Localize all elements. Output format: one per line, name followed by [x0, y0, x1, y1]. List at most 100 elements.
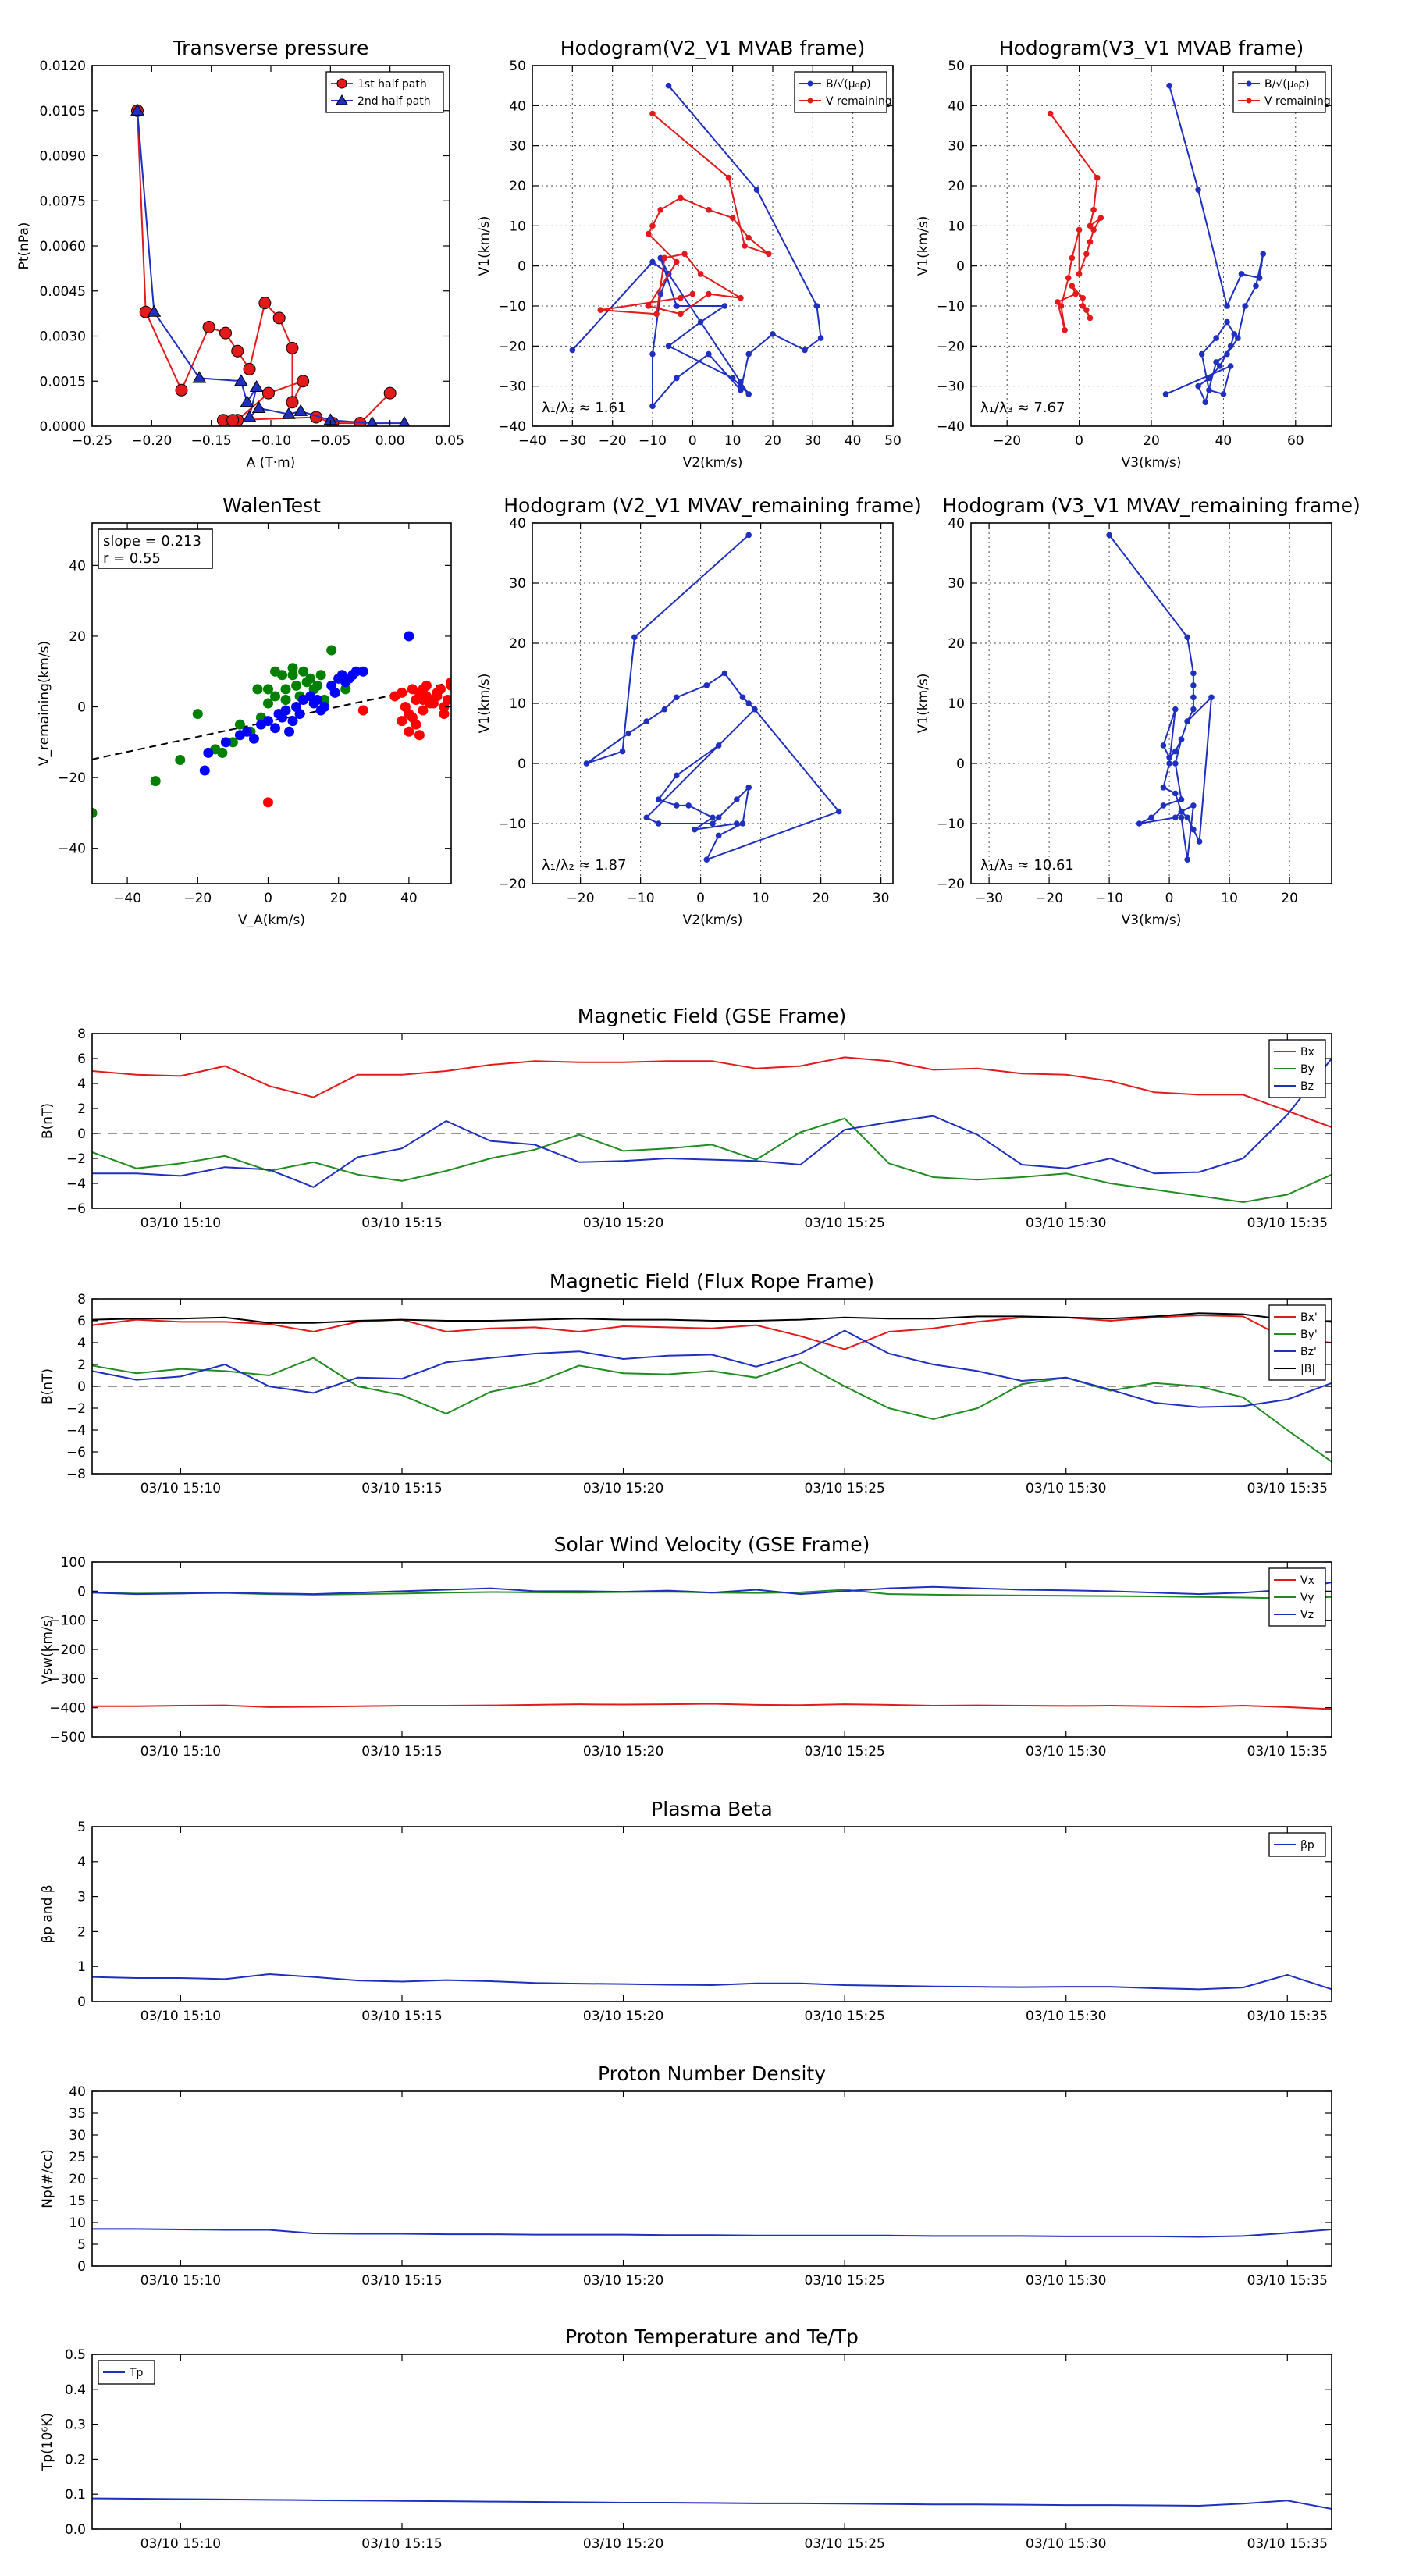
plot-area	[583, 532, 842, 863]
data-point	[233, 374, 248, 386]
data-point	[234, 719, 245, 730]
data-point	[678, 294, 684, 301]
data-point	[1172, 790, 1179, 797]
annotation-text: λ₁/λ₃ ≈ 7.67	[980, 400, 1065, 416]
x-tick-label: 0	[264, 891, 272, 906]
chart-title: WalenTest	[222, 494, 321, 517]
data-point	[287, 716, 298, 727]
data-point	[1087, 315, 1094, 322]
plot-frame	[532, 522, 894, 884]
data-point	[326, 645, 337, 656]
x-tick-label: 03/10 15:25	[804, 2536, 884, 2552]
data-point	[287, 670, 298, 681]
y-tick-label: 0.0015	[40, 374, 86, 390]
data-point	[665, 343, 672, 350]
legend-box	[325, 71, 444, 113]
y-tick-label: 15	[69, 2194, 86, 2209]
data-point	[745, 785, 752, 791]
data-point	[710, 820, 716, 827]
y-axis-label: V1(km/s)	[916, 216, 931, 276]
y-tick-label: 0.4	[65, 2382, 86, 2398]
data-point	[738, 379, 744, 386]
data-point	[631, 634, 638, 641]
y-tick-label: 20	[948, 179, 965, 194]
data-point	[734, 820, 740, 827]
data-point	[689, 290, 696, 297]
data-point	[1253, 283, 1259, 290]
data-point	[366, 416, 379, 426]
data-point	[1080, 294, 1087, 301]
data-point	[1090, 207, 1097, 213]
data-point	[1208, 694, 1215, 701]
y-tick-label: −500	[49, 1730, 86, 1745]
plot-frame	[970, 522, 1332, 884]
annotation-text: r = 0.55	[103, 550, 161, 567]
x-tick-label: 03/10 15:10	[140, 2536, 221, 2552]
data-point	[312, 694, 323, 705]
y-tick-label: 0	[77, 1379, 86, 1395]
legend-label: Bz'	[1300, 1346, 1317, 1358]
data-point	[692, 826, 698, 833]
data-point	[1160, 742, 1167, 749]
data-point	[404, 631, 414, 642]
x-tick-label: −0.20	[131, 433, 172, 449]
data-point	[1190, 694, 1197, 701]
x-tick-label: −0.25	[72, 433, 112, 449]
annotation-box	[98, 528, 213, 569]
legend-label: By	[1300, 1063, 1314, 1076]
data-point	[1069, 254, 1076, 262]
y-tick-label: 10	[948, 696, 965, 712]
x-tick-label: 10	[752, 891, 770, 906]
data-point	[674, 375, 680, 382]
x-tick-label: 03/10 15:15	[361, 2536, 442, 2552]
x-tick-label: −30	[975, 891, 1003, 906]
x-axis-label: V2(km/s)	[683, 913, 743, 928]
x-tick-label: −20	[993, 433, 1021, 449]
y-tick-label: 100	[61, 1555, 86, 1571]
x-axis-label: V2(km/s)	[683, 455, 743, 471]
data-point	[258, 297, 272, 310]
data-point	[745, 700, 752, 706]
x-tick-label: 03/10 15:25	[804, 2008, 884, 2024]
y-tick-label: 0	[77, 1126, 86, 1142]
data-point	[199, 765, 210, 776]
y-tick-label: −30	[937, 379, 965, 395]
data-point	[1213, 335, 1219, 341]
plot-area	[92, 1582, 1332, 1710]
data-point	[706, 350, 712, 358]
chart-h4: Hodogram (V3_V1 MVAV_remaining frame) −30…	[916, 494, 1361, 928]
plot-frame	[91, 2090, 1332, 2267]
legend-label: |B|	[1300, 1363, 1315, 1375]
data-point	[1184, 718, 1190, 724]
legend-marker	[1246, 80, 1252, 87]
data-point	[1076, 226, 1083, 233]
data-point	[1224, 303, 1230, 309]
legend-marker	[336, 94, 348, 105]
data-point	[721, 303, 728, 309]
y-tick-label: 35	[69, 2106, 86, 2122]
plot-frame	[91, 1033, 1332, 1209]
x-tick-label: −20	[567, 891, 595, 906]
annotation-text: λ₁/λ₂ ≈ 1.61	[542, 400, 626, 416]
plot-area	[569, 82, 824, 410]
data-point	[1227, 363, 1234, 369]
data-point	[227, 737, 238, 748]
y-tick-label: −4	[66, 1423, 86, 1439]
data-point	[262, 698, 273, 709]
y-tick-label: 0	[518, 259, 526, 275]
data-point	[262, 797, 273, 808]
plot-frame	[91, 522, 452, 884]
x-tick-label: 03/10 15:15	[361, 2273, 442, 2289]
data-point	[681, 251, 688, 258]
legend-label: V remaining	[826, 95, 892, 108]
data-point	[710, 814, 716, 821]
x-tick-label: 03/10 15:20	[583, 2536, 663, 2552]
y-tick-label: 5	[77, 2237, 86, 2253]
data-point	[1256, 275, 1263, 281]
x-tick-label: −40	[113, 891, 141, 906]
data-point	[1220, 391, 1227, 397]
legend-marker	[807, 98, 813, 104]
series-line-bx	[92, 1314, 1332, 1350]
plot-area	[1047, 82, 1267, 405]
data-point	[674, 802, 680, 809]
